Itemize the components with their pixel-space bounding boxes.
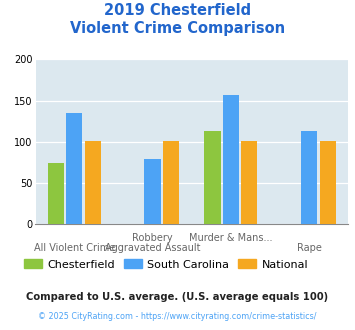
Bar (66, 113, 82, 224)
Text: All Violent Crime: All Violent Crime (34, 243, 115, 252)
Text: Compared to U.S. average. (U.S. average equals 100): Compared to U.S. average. (U.S. average … (26, 292, 329, 302)
Text: Murder & Mans...: Murder & Mans... (189, 233, 273, 243)
Text: Violent Crime Comparison: Violent Crime Comparison (70, 21, 285, 36)
Text: Rape: Rape (297, 243, 322, 252)
Bar (223, 95, 239, 224)
Bar (241, 141, 257, 224)
Bar (204, 131, 220, 224)
Legend: Chesterfield, South Carolina, National: Chesterfield, South Carolina, National (20, 255, 313, 274)
Bar (301, 131, 317, 224)
Bar (163, 141, 179, 224)
Bar (48, 162, 64, 224)
Text: 2019 Chesterfield: 2019 Chesterfield (104, 3, 251, 18)
Text: © 2025 CityRating.com - https://www.cityrating.com/crime-statistics/: © 2025 CityRating.com - https://www.city… (38, 312, 317, 321)
Bar (84, 141, 101, 224)
Bar (144, 159, 161, 224)
Bar (320, 141, 336, 224)
Text: Aggravated Assault: Aggravated Assault (105, 243, 200, 252)
Text: Robbery: Robbery (132, 233, 173, 243)
